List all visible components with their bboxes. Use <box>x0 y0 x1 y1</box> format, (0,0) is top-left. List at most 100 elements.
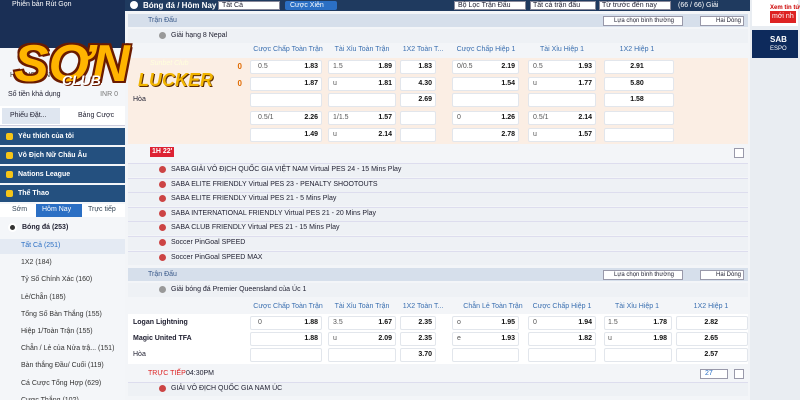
league-name[interactable]: Soccer PinGoal SPEED MAX <box>171 253 263 261</box>
odds[interactable]: 1.49 <box>304 131 318 138</box>
odds[interactable]: 1.82 <box>578 335 592 342</box>
odds[interactable]: 1.88 <box>304 319 318 326</box>
league-row[interactable] <box>128 236 748 250</box>
odds[interactable]: 2.65 <box>704 335 718 342</box>
league-name[interactable]: SABA GIẢI VÔ ĐỊCH QUỐC GIA VIỆT NAM Virt… <box>171 166 402 173</box>
label[interactable]: Từ trước đến nay <box>602 2 657 9</box>
odds[interactable]: 1.98 <box>653 335 667 342</box>
odds[interactable]: 1.87 <box>304 80 318 87</box>
odds[interactable]: 2.09 <box>378 335 392 342</box>
odds[interactable]: 1.89 <box>378 63 392 70</box>
league-name[interactable]: Soccer PinGoal SPEED <box>171 239 246 246</box>
menu-bar[interactable] <box>0 166 125 183</box>
label[interactable]: Lựa chọn bình thường <box>614 272 675 278</box>
odds[interactable]: 1.94 <box>578 319 592 326</box>
market[interactable]: Tất Cả (251) <box>21 242 61 249</box>
odds[interactable]: 2.35 <box>418 335 432 342</box>
market[interactable]: Cá Cược Tổng Hợp (629) <box>21 379 102 387</box>
odds[interactable]: 1.67 <box>378 319 392 326</box>
tab[interactable]: Bảng Cược <box>78 112 115 119</box>
market[interactable]: Hiệp 1/Toàn Trận (155) <box>21 328 93 335</box>
odds[interactable]: 1.77 <box>578 80 592 87</box>
odds[interactable]: 2.82 <box>704 319 718 326</box>
league-name[interactable]: SABA CLUB FRIENDLY Virtual PES 21 - 15 M… <box>171 224 340 232</box>
league-name[interactable]: SABA ELITE FRIENDLY Virtual PES 23 - PEN… <box>171 180 378 188</box>
odds[interactable]: 2.14 <box>378 131 392 138</box>
odds[interactable]: 1.83 <box>304 63 318 70</box>
layout-select[interactable] <box>700 270 744 280</box>
odds[interactable]: 2.69 <box>418 96 432 103</box>
tab[interactable]: Phiếu Đặt... <box>10 112 47 119</box>
league-name[interactable]: SABA ELITE FRIENDLY Virtual PES 21 - 5 M… <box>171 195 337 203</box>
odds[interactable]: 1.57 <box>578 131 592 138</box>
odds[interactable]: 2.35 <box>418 319 432 326</box>
match-filter[interactable] <box>530 1 596 10</box>
sport-tab[interactable]: Hôm Nay <box>42 206 72 213</box>
menu-bar[interactable] <box>0 185 125 202</box>
period[interactable] <box>599 1 671 10</box>
league-row[interactable] <box>128 382 748 396</box>
odds[interactable]: 2.91 <box>630 63 644 70</box>
option-select[interactable] <box>603 16 683 26</box>
odds[interactable]: 1.83 <box>418 63 432 70</box>
market[interactable]: Tổng Số Bàn Thắng (155) <box>21 310 102 318</box>
market[interactable]: Bàn thắng Đầu/ Cuối (119) <box>21 362 104 370</box>
label[interactable]: Tất cả trận đấu <box>533 2 581 9</box>
odds[interactable]: 1.54 <box>501 80 515 87</box>
odds[interactable]: 1.78 <box>653 319 667 326</box>
odds[interactable]: 2.19 <box>501 63 515 70</box>
label[interactable]: Bộ Lọc Trận Đấu <box>458 2 511 9</box>
more-select[interactable] <box>700 369 728 379</box>
odds[interactable]: 1.26 <box>501 114 515 121</box>
select[interactable] <box>218 1 280 10</box>
menu-item[interactable]: Thể Thao <box>18 190 50 197</box>
market[interactable]: Cược Thắng (10?) <box>21 395 79 400</box>
league-row[interactable] <box>128 206 748 221</box>
menu-item[interactable]: Yêu thích của tôi <box>18 133 75 140</box>
odds[interactable]: 1.93 <box>501 335 515 342</box>
league-row[interactable] <box>128 192 748 207</box>
option-select[interactable] <box>603 270 683 280</box>
menu-bar[interactable] <box>0 147 125 164</box>
sport-tab-active[interactable] <box>36 204 82 217</box>
odds[interactable]: 5.80 <box>630 80 644 87</box>
league-name[interactable]: GIẢI VÔ ĐỊCH QUỐC GIA NAM ÚC <box>171 385 283 392</box>
menu-item[interactable]: Vô Địch Nữ Châu Âu <box>18 152 87 159</box>
odds[interactable]: 1.95 <box>501 319 515 326</box>
odds[interactable]: 2.14 <box>578 114 592 121</box>
market[interactable]: Chẵn / Lẻ của Nửa trậ... (151) <box>21 345 115 353</box>
odds[interactable]: 2.78 <box>501 131 515 138</box>
league-row[interactable] <box>128 163 748 177</box>
sport-tab[interactable]: Trực tiếp <box>88 206 116 213</box>
odds[interactable]: 2.26 <box>304 114 318 121</box>
odds[interactable]: 1.93 <box>578 63 592 70</box>
expand-button[interactable] <box>734 369 744 379</box>
market[interactable]: Tỷ Số Chính Xác (160) <box>21 276 93 284</box>
odds[interactable]: 1.88 <box>304 335 318 342</box>
league-name[interactable]: SABA INTERNATIONAL FRIENDLY Virtual PES … <box>171 209 377 217</box>
menu-item[interactable]: Nations League <box>18 171 71 178</box>
tab-active[interactable] <box>2 108 60 124</box>
league-row[interactable] <box>128 221 748 236</box>
layout-select[interactable] <box>700 16 744 26</box>
market[interactable]: Lẻ/Chẵn (185) <box>21 293 66 301</box>
odds[interactable]: 2.57 <box>704 351 718 358</box>
odds[interactable]: 4.30 <box>418 80 432 87</box>
filter[interactable] <box>454 1 526 10</box>
odds[interactable]: 1.81 <box>378 80 392 87</box>
expand-button[interactable] <box>734 148 744 158</box>
league-row[interactable] <box>128 250 748 265</box>
select-text[interactable]: Tất Cả <box>222 2 244 9</box>
odds[interactable]: 3.70 <box>418 351 432 358</box>
sport-tab[interactable]: Sớm <box>12 206 28 213</box>
odds[interactable]: 1.57 <box>378 114 392 121</box>
label[interactable]: 27 <box>705 370 713 377</box>
parlay-button[interactable] <box>285 1 337 10</box>
odds[interactable]: 1.58 <box>630 96 644 103</box>
label[interactable]: Hai Dòng <box>716 18 742 24</box>
league-row[interactable] <box>128 177 748 192</box>
label[interactable]: Hai Dòng <box>716 272 742 278</box>
market[interactable]: 1X2 (184) <box>21 259 52 267</box>
label[interactable]: Lựa chọn bình thường <box>614 18 675 24</box>
button-text[interactable]: Cược Xiên <box>290 2 324 9</box>
